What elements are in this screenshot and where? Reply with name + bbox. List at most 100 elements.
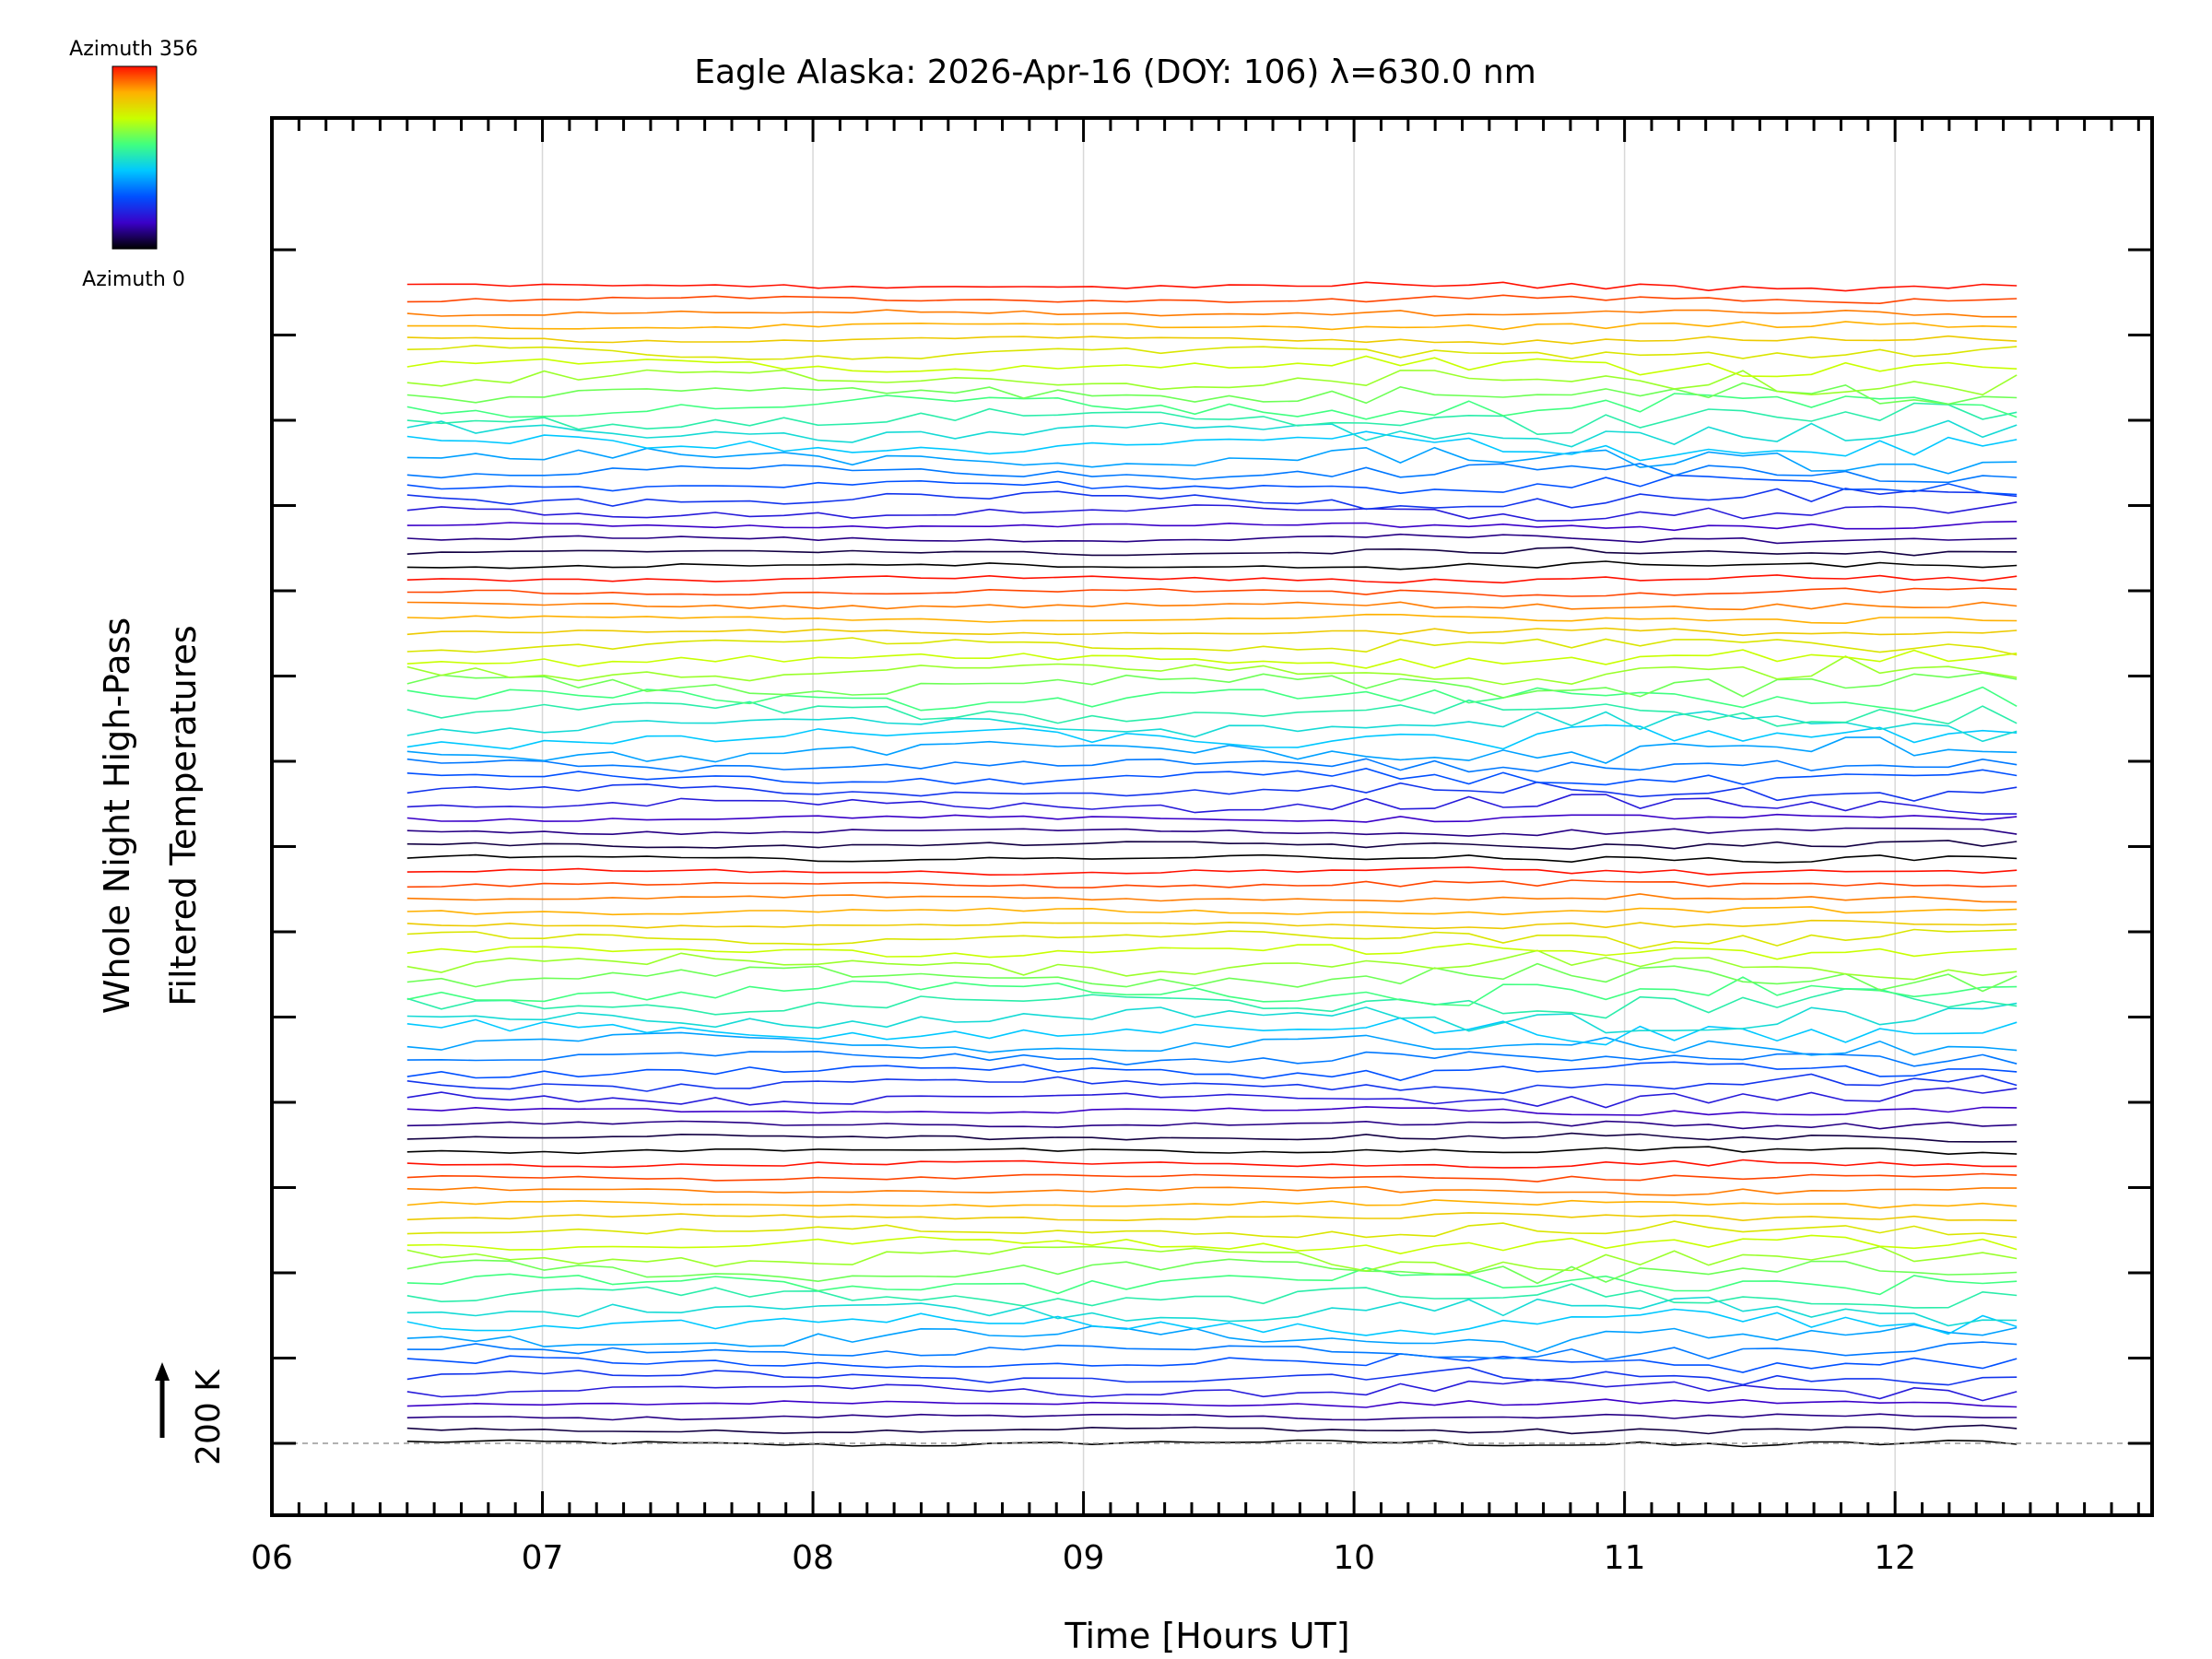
temperature-trace <box>406 446 2018 475</box>
temperature-trace <box>406 501 2018 522</box>
temperature-trace <box>406 281 2018 292</box>
temperature-trace <box>406 613 2018 625</box>
temperature-trace <box>406 1172 2018 1182</box>
temperature-trace <box>406 672 2018 699</box>
temperature-trace <box>406 1146 2018 1156</box>
axis-ticks <box>270 118 2152 1515</box>
temperature-trace <box>406 827 2018 837</box>
temperature-trace <box>406 1308 2018 1336</box>
temperature-trace <box>406 710 2018 743</box>
temperature-trace <box>406 781 2018 802</box>
temperature-trace <box>406 1002 2018 1034</box>
temperature-trace <box>406 949 2018 981</box>
temperature-trace <box>406 1031 2018 1056</box>
temperature-trace <box>406 794 2018 815</box>
temperature-trace <box>406 928 2018 949</box>
temperature-trace <box>406 1061 2018 1082</box>
temperature-trace <box>406 1132 2018 1143</box>
temperature-trace <box>406 1296 2018 1327</box>
temperature-trace <box>406 474 2018 496</box>
temperature-trace <box>406 309 2018 318</box>
temperature-traces <box>406 281 2018 1448</box>
temperature-trace <box>406 866 2018 877</box>
temperature-trace <box>406 382 2018 406</box>
x-tick-label: 08 <box>792 1539 834 1577</box>
temperature-trace <box>406 1266 2018 1296</box>
temperature-trace <box>406 488 2018 511</box>
temperature-trace <box>406 767 2018 786</box>
x-tick-label: 12 <box>1874 1539 1916 1577</box>
x-tick-label: 09 <box>1063 1539 1105 1577</box>
temperature-trace <box>406 294 2018 305</box>
temperature-trace <box>406 1050 2018 1067</box>
temperature-trace <box>406 987 2018 1019</box>
temperature-trace <box>406 962 2018 993</box>
temperature-trace <box>406 547 2018 557</box>
temperature-trace <box>406 942 2018 960</box>
colorbar-bottom-label: Azimuth 0 <box>82 268 185 291</box>
temperature-trace <box>406 686 2018 712</box>
x-tick-label: 06 <box>251 1539 293 1577</box>
temperature-trace <box>406 1087 2018 1109</box>
temperature-trace <box>406 335 2018 346</box>
temperature-trace <box>406 1283 2018 1309</box>
temperature-trace <box>406 1245 2018 1274</box>
temperature-trace <box>406 1439 2018 1448</box>
temperature-trace <box>406 1424 2018 1435</box>
x-tick-label: 10 <box>1333 1539 1375 1577</box>
temperature-trace <box>406 919 2018 930</box>
temperature-trace <box>406 1017 2018 1046</box>
temperature-trace <box>406 393 2018 420</box>
temperature-trace <box>406 587 2018 597</box>
temperature-trace <box>406 649 2018 669</box>
scale-label: 200 K <box>190 1369 228 1465</box>
temperature-trace <box>406 1366 2018 1386</box>
temperature-trace <box>406 637 2018 656</box>
plot-frame <box>270 116 2154 1517</box>
temperature-trace <box>406 355 2018 378</box>
temperature-trace <box>406 1185 2018 1196</box>
temperature-trace <box>406 1379 2018 1402</box>
temperature-trace <box>406 463 2018 484</box>
temperature-trace <box>406 655 2018 686</box>
temperature-trace <box>406 430 2018 462</box>
temperature-trace <box>406 1258 2018 1285</box>
temperature-trace <box>406 724 2018 750</box>
temperature-trace <box>406 1353 2018 1373</box>
temperature-trace <box>406 758 2018 773</box>
temperature-trace <box>406 601 2018 611</box>
colorbar-top-label: Azimuth 356 <box>69 38 198 61</box>
y-axis-label-line2: Filtered Temperatures <box>163 625 204 1006</box>
temperature-trace <box>406 560 2018 571</box>
temperature-trace <box>406 574 2018 584</box>
y-axis-label-line1: Whole Night High-Pass <box>97 618 137 1014</box>
temperature-trace <box>406 402 2018 436</box>
temperature-trace <box>406 1398 2018 1408</box>
temperature-trace <box>406 1159 2018 1169</box>
x-tick-label: 07 <box>522 1539 564 1577</box>
x-tick-labels: 06 07 08 09 10 11 12 <box>251 1539 1916 1577</box>
x-tick-label: 11 <box>1604 1539 1646 1577</box>
temperature-trace <box>406 419 2018 448</box>
temperature-trace <box>406 879 2018 888</box>
temperature-trace <box>406 1120 2018 1130</box>
temperature-trace <box>406 1220 2018 1239</box>
temperature-trace <box>406 1106 2018 1116</box>
temperature-trace <box>406 533 2018 545</box>
temperature-trace <box>406 521 2018 532</box>
temperature-trace <box>406 1324 2018 1353</box>
temperature-trace <box>406 840 2018 851</box>
temperature-trace <box>406 736 2018 764</box>
x-axis-label: Time [Hours UT] <box>1064 1616 1349 1656</box>
temperature-trace <box>406 344 2018 360</box>
temperature-trace <box>406 321 2018 331</box>
temperature-trace <box>406 893 2018 903</box>
temperature-trace <box>406 813 2018 823</box>
temperature-trace <box>406 1212 2018 1222</box>
temperature-trace <box>406 976 2018 1006</box>
temperature-trace <box>406 699 2018 727</box>
temperature-trace <box>406 627 2018 637</box>
colorbar <box>112 65 158 250</box>
temperature-trace <box>406 1073 2018 1095</box>
